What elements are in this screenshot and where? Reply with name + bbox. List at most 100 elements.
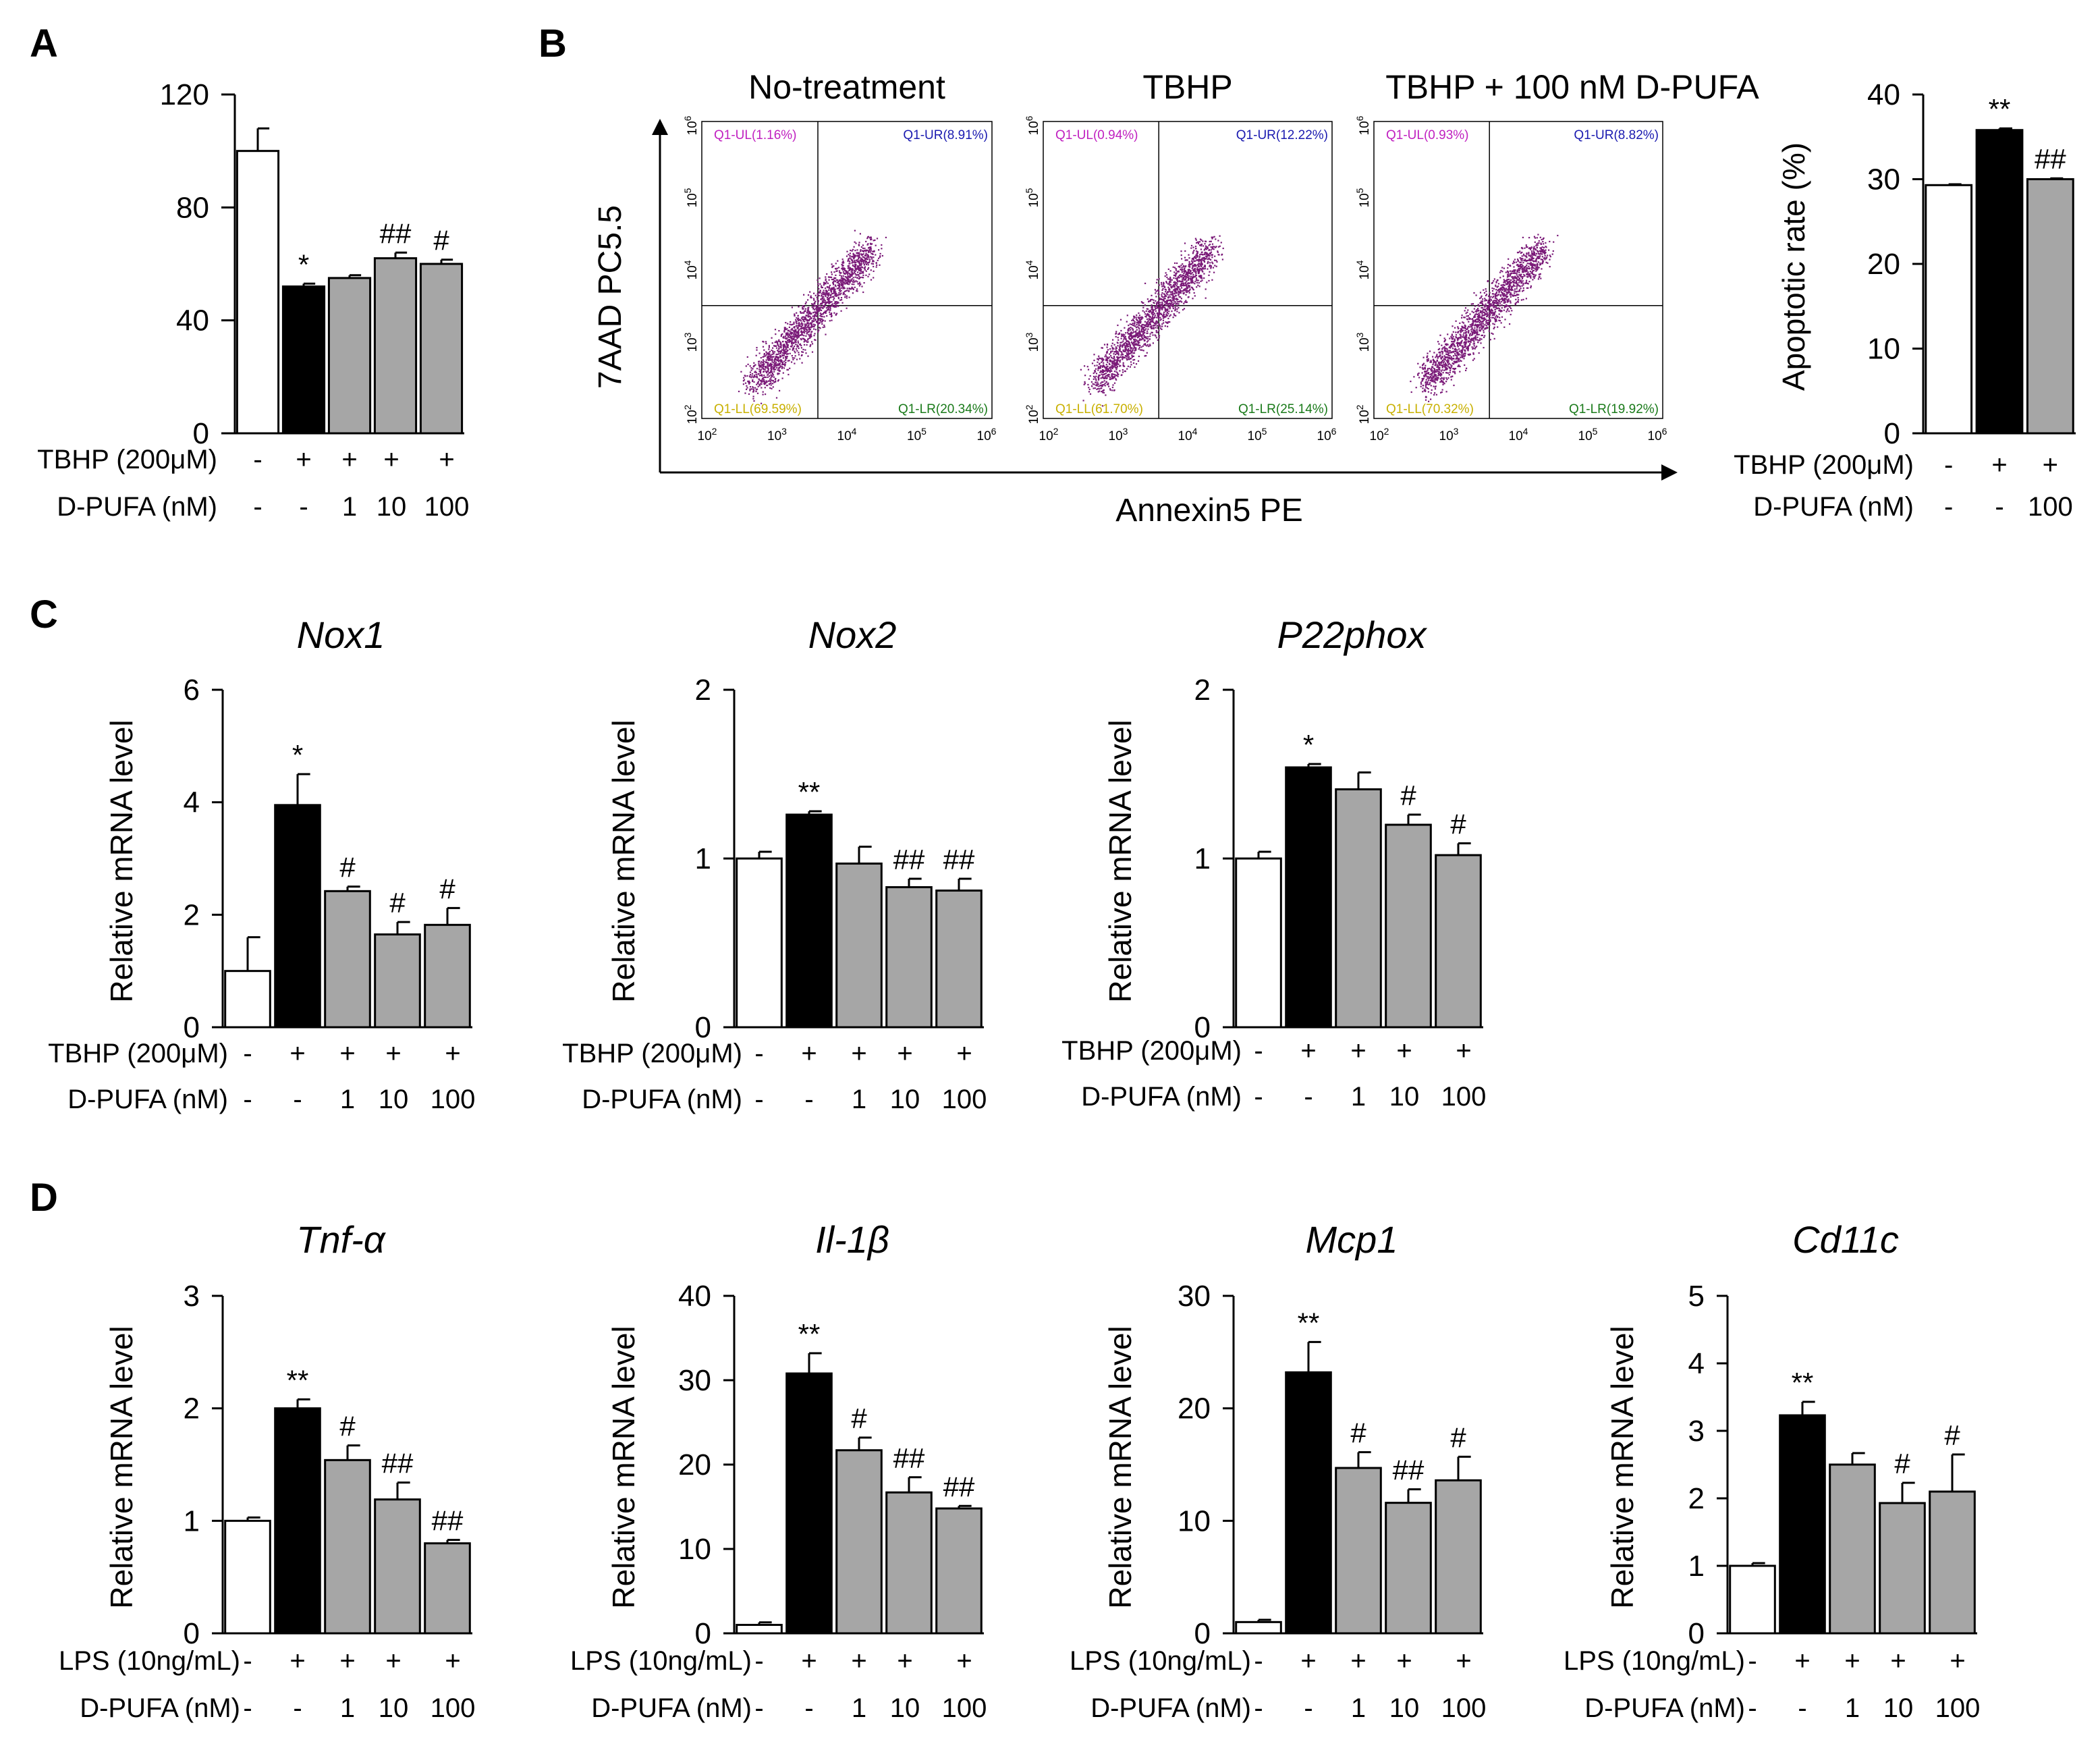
flow-plot-1-event-dot <box>860 264 862 266</box>
flow-plot-3-event-dot <box>1446 379 1448 381</box>
flow-plot-1-event-dot <box>855 254 857 256</box>
flow-plot-2-event-dot <box>1104 385 1106 387</box>
flow-plot-2-event-dot <box>1134 348 1136 350</box>
flow-plot-2-event-dot <box>1101 371 1103 373</box>
flow-plot-1-event-dot <box>785 356 787 359</box>
flow-plot-3-event-dot <box>1538 240 1540 242</box>
flow-plot-1-event-dot <box>885 236 887 238</box>
flow-plot-1-event-dot <box>815 306 818 308</box>
flow-plot-3-event-dot <box>1447 372 1449 374</box>
flow-plot-1-event-dot <box>746 385 748 387</box>
flow-plot-1-event-dot <box>851 275 853 277</box>
flow-plot-2-event-dot <box>1163 300 1165 302</box>
flow-plot-1-event-dot <box>791 341 793 343</box>
flow-plot-1-event-dot <box>787 345 789 347</box>
flow-plot-2-event-dot <box>1197 284 1199 286</box>
flow-plot-1-event-dot <box>775 362 777 364</box>
flow-plot-2-event-dot <box>1117 339 1120 341</box>
flow-plot-1-event-dot <box>796 323 798 325</box>
flow-plot-1-event-dot <box>826 290 828 292</box>
flow-plot-2-event-dot <box>1102 381 1104 383</box>
flow-plot-1-event-dot <box>806 344 808 346</box>
flow-plot-2-event-dot <box>1130 352 1132 354</box>
flow-plot-2-event-dot <box>1119 346 1122 348</box>
flow-plot-1-xtick-label: 102 <box>698 426 717 443</box>
flow-plot-2-event-dot <box>1159 308 1161 310</box>
flow-plot-2-event-dot <box>1130 339 1132 341</box>
flow-plot-3-event-dot <box>1417 362 1419 364</box>
flow-plot-1-event-dot <box>761 383 763 385</box>
flow-plot-1-event-dot <box>865 250 867 252</box>
flow-plot-2-event-dot <box>1103 384 1105 386</box>
flow-plot-2-event-dot <box>1117 351 1119 353</box>
flow-plot-2-event-dot <box>1175 303 1177 305</box>
flow-plot-1-event-dot <box>782 357 784 359</box>
flow-plot-3-event-dot <box>1469 354 1471 356</box>
flow-plot-1-event-dot <box>756 392 759 394</box>
flow-plot-1-event-dot <box>824 300 826 302</box>
flow-plot-2-event-dot <box>1131 354 1133 356</box>
flow-plot-1-event-dot <box>868 256 870 258</box>
flow-plot-3-event-dot <box>1495 315 1497 317</box>
flow-plot-2-event-dot <box>1135 363 1138 365</box>
flow-plot-2-event-dot <box>1208 244 1210 246</box>
flow-plot-1-event-dot <box>869 258 871 261</box>
flow-plot-1-event-dot <box>773 371 775 373</box>
flow-plot-1-event-dot <box>853 258 855 260</box>
flow-plot-3-event-dot <box>1493 312 1495 315</box>
flow-plot-3-event-dot <box>1508 285 1510 288</box>
flow-plot-2-event-dot <box>1129 345 1132 347</box>
flow-plot-1-event-dot <box>801 334 803 336</box>
flow-plot-1-event-dot <box>785 342 787 344</box>
flow-plot-1-event-dot <box>872 263 874 265</box>
flow-plot-3-event-dot <box>1522 282 1524 284</box>
flow-plot-2-event-dot <box>1146 352 1148 354</box>
flow-plot-1-event-dot <box>870 238 872 241</box>
flow-plot-2-event-dot <box>1102 391 1104 393</box>
flow-plot-2-event-dot <box>1128 325 1130 327</box>
flow-plot-2-event-dot <box>1196 253 1198 255</box>
flow-plot-3-event-dot <box>1528 267 1530 269</box>
flow-plot-2-event-dot <box>1122 364 1124 366</box>
flow-plot-3-event-dot <box>1514 288 1516 290</box>
flow-plot-3-event-dot <box>1430 398 1432 400</box>
flow-plot-3-event-dot <box>1456 357 1458 359</box>
flow-plot-2-event-dot <box>1156 305 1158 307</box>
flow-plot-2-event-dot <box>1167 278 1169 280</box>
flow-plot-2-event-dot <box>1180 282 1182 284</box>
flow-plot-2-event-dot <box>1218 254 1220 256</box>
flow-plot-1-event-dot <box>840 297 843 299</box>
flow-plot-3-event-dot <box>1549 258 1551 261</box>
flow-plot-1-event-dot <box>859 260 862 262</box>
flow-plot-1-event-dot <box>778 364 780 366</box>
flow-plot-2-event-dot <box>1140 325 1142 327</box>
flow-plot-1-event-dot <box>777 356 780 358</box>
flow-plot-2-ytick-label: 102 <box>1024 404 1041 424</box>
flow-plot-2-event-dot <box>1125 337 1127 339</box>
flow-plot-2-event-dot <box>1192 288 1194 290</box>
flow-plot-3-event-dot <box>1432 377 1434 379</box>
flow-plot-3-event-dot <box>1460 344 1462 346</box>
flow-plot-1-event-dot <box>795 335 797 337</box>
flow-plot-1-event-dot <box>852 252 854 254</box>
flow-plot-2-event-dot <box>1133 352 1136 354</box>
flow-plot-2-event-dot <box>1196 269 1198 271</box>
flow-plot-1-event-dot <box>802 331 804 333</box>
flow-plot-3-event-dot <box>1513 262 1515 264</box>
flow-plot-1-event-dot <box>820 306 822 308</box>
flow-plot-1-event-dot <box>819 315 821 317</box>
flow-plot-3-event-dot <box>1447 344 1449 346</box>
flow-plot-2-event-dot <box>1106 371 1108 373</box>
flow-plot-2-event-dot <box>1173 274 1175 277</box>
flow-plot-1-event-dot <box>767 356 769 358</box>
flow-plot-2-event-dot <box>1197 279 1199 281</box>
flow-plot-3-event-dot <box>1520 279 1522 281</box>
flow-plot-2-event-dot <box>1097 379 1100 381</box>
flow-plot-2-event-dot <box>1176 281 1178 284</box>
flow-plot-2-event-dot <box>1165 301 1167 303</box>
flow-plot-2-event-dot <box>1182 269 1184 271</box>
flow-plot-1-event-dot <box>854 259 856 262</box>
flow-plot-2-event-dot <box>1146 332 1149 334</box>
flow-plot-2-event-dot <box>1093 375 1095 377</box>
flow-plot-1-event-dot <box>770 356 772 358</box>
